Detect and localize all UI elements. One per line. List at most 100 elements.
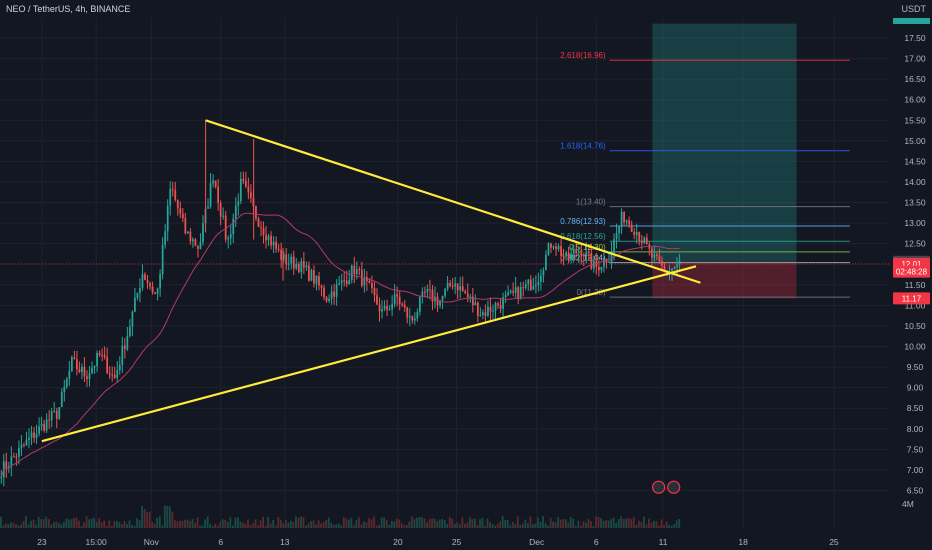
volume-bar [88, 519, 91, 528]
candle-body [300, 261, 303, 273]
candle-body [234, 205, 237, 219]
volume-bar [446, 524, 449, 528]
candle-body [353, 265, 356, 274]
candle-body [673, 266, 676, 269]
candle-body [222, 215, 225, 217]
price-tick-label: 12.50 [904, 239, 926, 249]
volume-bar [42, 518, 45, 528]
volume-bar [552, 521, 555, 528]
volume-bar [242, 522, 244, 528]
candle-body [378, 304, 381, 312]
candle-body [174, 190, 177, 200]
candlestick-series [0, 120, 681, 487]
volume-bar [75, 517, 78, 528]
candle-body [123, 345, 126, 350]
volume-bar [438, 519, 441, 528]
candle-body [572, 249, 575, 254]
volume-bar [287, 522, 290, 528]
volume-bar [640, 521, 643, 528]
candle-body [146, 279, 149, 284]
candle-body [640, 240, 643, 244]
candle-body [567, 252, 570, 260]
volume-bar [443, 520, 446, 528]
candle-body [454, 283, 457, 287]
candle-body [78, 369, 81, 372]
volume-bar [289, 520, 292, 528]
volume-bar [380, 517, 383, 528]
fib-level-label: 0(11.20) [576, 288, 606, 297]
candle-body [426, 288, 429, 292]
time-axis[interactable]: 23 15:00 Nov 6 13 20 25 Dec 6 11 18 25 [0, 532, 932, 550]
price-tick-label: 11.00 [905, 300, 926, 310]
volume-bar [189, 520, 191, 528]
price-tick-label: 16.50 [904, 74, 926, 84]
volume-bar [115, 521, 118, 528]
volume-bar [506, 519, 509, 528]
candle-body [70, 357, 73, 371]
volume-bar [373, 516, 375, 528]
volume-bar [579, 525, 582, 528]
volume-bar [549, 517, 552, 528]
volume-bar [527, 523, 529, 528]
candle-body [68, 370, 71, 379]
volume-bar [138, 520, 141, 528]
volume-bar [431, 518, 433, 528]
volume-bar [650, 522, 653, 528]
fibonacci-extension[interactable]: 2.618(16.96) 1.618(14.76) 1(13.40) 0.786(12… [0, 51, 890, 298]
volume-bar [378, 524, 381, 528]
candle-body [302, 261, 305, 268]
candle-body [111, 374, 114, 376]
volume-bar [131, 524, 133, 528]
price-label-badge [893, 265, 930, 278]
volume-bar [231, 525, 234, 528]
candle-body [315, 276, 318, 284]
candle-body [439, 300, 441, 306]
volume-bar [219, 521, 222, 528]
event-icons[interactable] [651, 480, 681, 494]
price-label-badge [893, 292, 930, 305]
candle-body [449, 282, 452, 286]
candle-body [224, 215, 227, 240]
volume-bar [569, 517, 572, 528]
candle-body [645, 237, 648, 245]
volume-bar [179, 520, 181, 528]
candle-body [257, 218, 260, 227]
volume-bar [105, 525, 108, 528]
volume-bar [201, 525, 204, 528]
candle-body [93, 365, 96, 368]
candle-body [514, 287, 517, 293]
candle-body [176, 199, 179, 209]
volume-bar [340, 525, 343, 528]
candle-body [421, 291, 424, 297]
candle-body [202, 223, 204, 243]
volume-bar [463, 523, 466, 528]
candle-body [600, 266, 603, 271]
candle-body [534, 284, 537, 287]
time-tick-label: 6 [218, 537, 223, 547]
candle-body [383, 306, 386, 309]
volume-bar [625, 518, 628, 528]
volume-bar [68, 519, 70, 528]
candle-body [330, 291, 333, 299]
volume-bar [57, 523, 60, 528]
candle-body [401, 304, 404, 306]
candle-body [577, 250, 580, 254]
candle-body [151, 286, 154, 293]
volume-bar [519, 525, 522, 528]
candle-body [547, 243, 550, 255]
price-axis[interactable]: 6.50 7.00 7.50 8.00 8.50 9.00 9.50 10.00 10.50 11… [890, 0, 932, 550]
candle-body [532, 286, 535, 290]
candle-body [406, 307, 409, 318]
candle-body [98, 352, 101, 355]
long-position-tool[interactable] [652, 23, 797, 299]
volume-bar [620, 516, 623, 528]
triangle-trendlines[interactable] [41, 119, 701, 443]
candle-body [615, 233, 618, 240]
candle-body [25, 439, 28, 445]
candle-body [343, 280, 346, 282]
candle-body [325, 297, 328, 301]
volume-bar [542, 516, 544, 528]
volume-bar [612, 517, 615, 528]
time-tick-label: 20 [393, 537, 403, 547]
